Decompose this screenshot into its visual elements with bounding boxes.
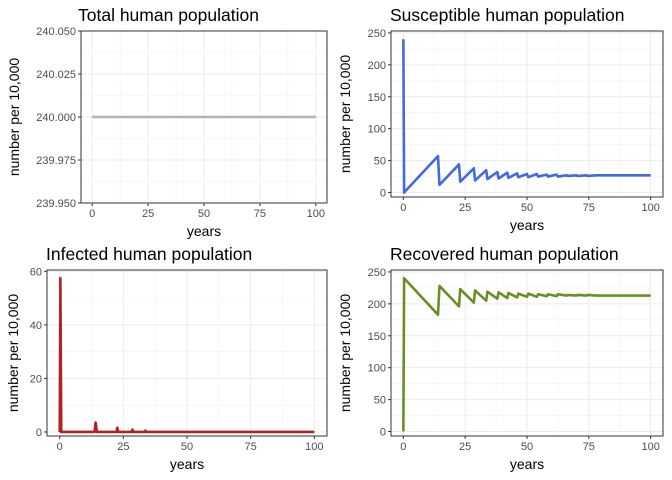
x-tick-label: 0 xyxy=(89,208,95,220)
y-tick-label: 0 xyxy=(380,427,386,439)
x-tick-label: 100 xyxy=(307,208,325,220)
chart-title: Infected human population xyxy=(46,244,252,264)
x-tick-label: 100 xyxy=(641,202,659,214)
x-axis-label: years xyxy=(187,223,221,239)
y-tick-label: 100 xyxy=(368,124,386,136)
y-tick-label: 239.950 xyxy=(36,198,76,210)
x-tick-label: 25 xyxy=(459,202,471,214)
y-tick-label: 50 xyxy=(374,395,386,407)
x-tick-label: 50 xyxy=(198,208,210,220)
x-tick-label: 50 xyxy=(521,202,533,214)
y-tick-label: 150 xyxy=(368,331,386,343)
panel-total: 0 25 50 75 100 239.950 239.975 240.000 240.025 24… xyxy=(6,5,328,239)
panel-recovered: 0 25 50 75 100 0 50 100 150 200 250 Recovered human… xyxy=(337,244,664,472)
y-tick-label: 239.975 xyxy=(36,155,76,167)
chart-title: Susceptible human population xyxy=(390,5,624,25)
x-tick-label: 0 xyxy=(57,441,63,453)
y-tick-label: 150 xyxy=(368,92,386,104)
y-axis-label: number per 10,000 xyxy=(337,294,353,413)
panel-infected: 0 25 50 75 100 0 20 40 60 Infected human populati… xyxy=(5,244,328,472)
y-tick-label: 20 xyxy=(30,373,42,385)
y-axis-label: number per 10,000 xyxy=(337,55,353,174)
x-tick-label: 50 xyxy=(181,441,193,453)
y-tick-label: 200 xyxy=(368,299,386,311)
x-axis-label: years xyxy=(170,456,204,472)
x-tick-label: 0 xyxy=(400,202,406,214)
x-tick-label: 50 xyxy=(521,441,533,453)
y-tick-label: 240.025 xyxy=(36,69,76,81)
x-tick-label: 25 xyxy=(459,441,471,453)
y-tick-label: 50 xyxy=(374,156,386,168)
y-tick-label: 60 xyxy=(30,266,42,278)
x-tick-label: 0 xyxy=(400,441,406,453)
x-tick-label: 25 xyxy=(117,441,129,453)
x-tick-label: 75 xyxy=(254,208,266,220)
x-tick-label: 100 xyxy=(305,441,323,453)
y-tick-label: 250 xyxy=(368,28,386,40)
series-line xyxy=(402,39,651,194)
y-tick-label: 0 xyxy=(36,427,42,439)
y-tick-label: 40 xyxy=(30,320,42,332)
y-axis-label: number per 10,000 xyxy=(6,58,22,177)
series-line xyxy=(58,276,315,434)
y-tick-label: 250 xyxy=(368,267,386,279)
x-axis-label: years xyxy=(510,217,544,233)
chart-title: Recovered human population xyxy=(390,244,619,264)
y-tick-label: 200 xyxy=(368,60,386,72)
y-tick-label: 240.000 xyxy=(36,112,76,124)
x-tick-label: 25 xyxy=(142,208,154,220)
y-axis-label: number per 10,000 xyxy=(5,294,21,413)
series-line xyxy=(402,277,651,432)
y-tick-label: 0 xyxy=(380,188,386,200)
x-tick-label: 75 xyxy=(245,441,257,453)
x-axis-label: years xyxy=(510,456,544,472)
x-tick-label: 75 xyxy=(583,441,595,453)
chart-title: Total human population xyxy=(78,5,259,25)
x-tick-label: 100 xyxy=(641,441,659,453)
x-tick-label: 75 xyxy=(583,202,595,214)
panel-susceptible: 0 25 50 75 100 0 50 100 150 200 250 Susceptible hum… xyxy=(337,5,664,233)
y-tick-label: 240.050 xyxy=(36,26,76,38)
y-tick-label: 100 xyxy=(368,363,386,375)
